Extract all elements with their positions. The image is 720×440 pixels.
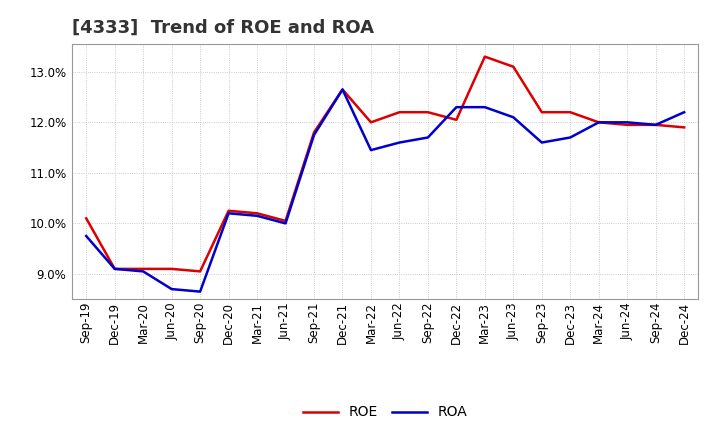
ROA xyxy=(423,135,432,140)
ROE xyxy=(282,218,290,224)
ROA xyxy=(253,213,261,218)
ROE xyxy=(623,122,631,128)
ROA xyxy=(338,87,347,92)
ROE xyxy=(452,117,461,122)
ROA xyxy=(480,105,489,110)
ROE xyxy=(110,266,119,271)
ROA xyxy=(652,122,660,128)
ROE xyxy=(225,208,233,213)
ROA xyxy=(167,286,176,292)
ROE xyxy=(509,64,518,70)
ROA xyxy=(566,135,575,140)
ROA xyxy=(537,140,546,145)
ROE xyxy=(82,216,91,221)
ROE xyxy=(253,211,261,216)
ROE xyxy=(196,269,204,274)
ROA xyxy=(366,147,375,153)
ROA xyxy=(395,140,404,145)
ROA xyxy=(680,110,688,115)
ROA xyxy=(282,221,290,226)
ROA xyxy=(110,266,119,271)
ROA xyxy=(310,132,318,138)
ROE xyxy=(652,122,660,128)
ROE xyxy=(366,120,375,125)
ROA xyxy=(82,233,91,238)
Text: [4333]  Trend of ROE and ROA: [4333] Trend of ROE and ROA xyxy=(72,19,374,37)
ROA xyxy=(623,120,631,125)
ROE xyxy=(480,54,489,59)
ROA xyxy=(225,211,233,216)
ROE xyxy=(310,130,318,135)
ROA xyxy=(595,120,603,125)
ROE xyxy=(537,110,546,115)
ROA xyxy=(196,289,204,294)
ROE xyxy=(680,125,688,130)
ROA xyxy=(509,115,518,120)
ROE xyxy=(338,87,347,92)
Line: ROA: ROA xyxy=(86,89,684,292)
ROE xyxy=(395,110,404,115)
ROE xyxy=(167,266,176,271)
ROE xyxy=(566,110,575,115)
Line: ROE: ROE xyxy=(86,57,684,271)
ROE xyxy=(595,120,603,125)
ROA xyxy=(452,105,461,110)
Legend: ROE, ROA: ROE, ROA xyxy=(297,400,473,425)
ROE xyxy=(423,110,432,115)
ROA xyxy=(139,269,148,274)
ROE xyxy=(139,266,148,271)
